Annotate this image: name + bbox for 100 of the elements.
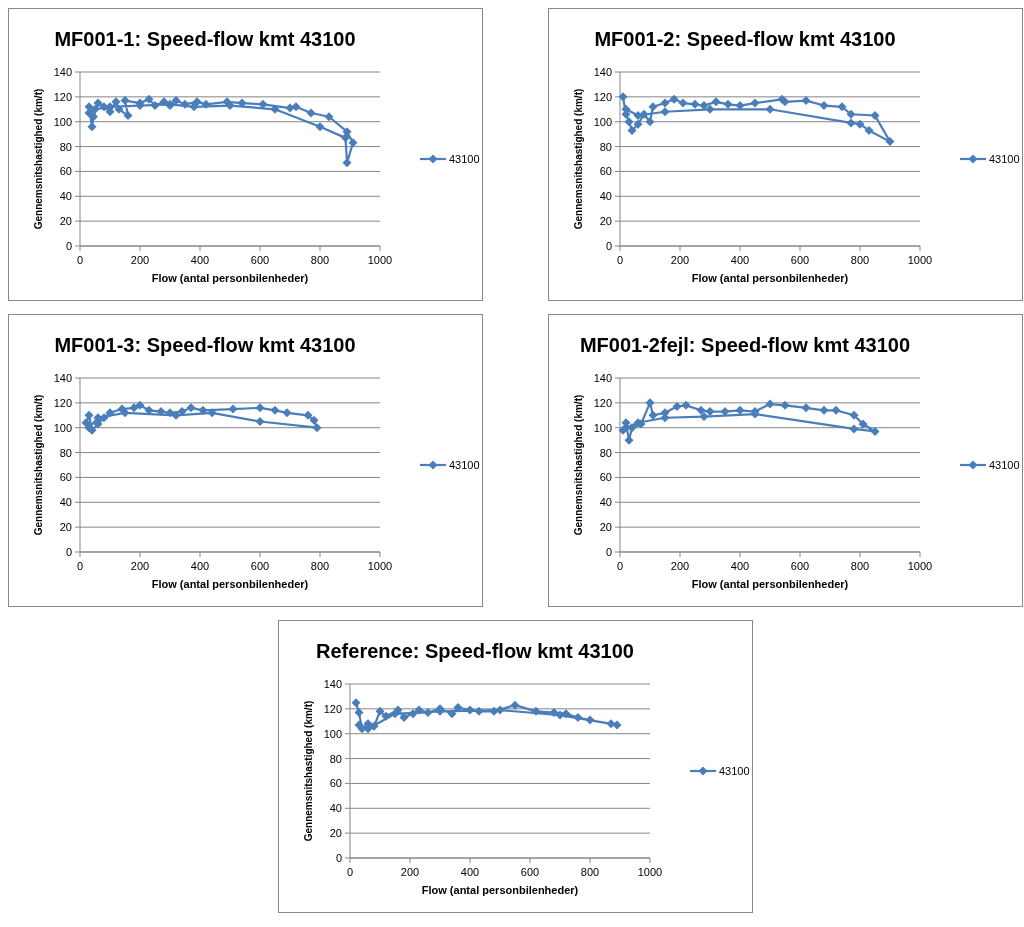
- point: [612, 720, 622, 730]
- x-tick-label: 800: [310, 254, 330, 266]
- chart-title: MF001-2: Speed-flow kmt 43100: [594, 28, 896, 50]
- y-tick-label: 20: [329, 827, 342, 840]
- point: [192, 97, 202, 107]
- point: [819, 405, 829, 415]
- point: [618, 92, 628, 102]
- y-tick-label: 60: [59, 471, 72, 484]
- x-tick-label: 400: [460, 866, 480, 878]
- point: [780, 400, 790, 410]
- point: [669, 94, 679, 104]
- point: [627, 125, 637, 135]
- point: [87, 122, 97, 132]
- point: [270, 104, 280, 114]
- x-tick-label: 1000: [907, 560, 933, 572]
- x-tick-label: 200: [400, 866, 420, 878]
- point: [660, 107, 670, 117]
- point: [375, 706, 385, 716]
- point: [705, 104, 715, 114]
- x-tick-label: 0: [346, 866, 354, 878]
- x-axis-title: Flow (antal personbilenheder): [691, 578, 849, 590]
- point: [90, 104, 100, 114]
- y-tick-label: 0: [335, 852, 342, 864]
- point: [765, 399, 775, 409]
- point: [324, 112, 334, 122]
- point: [255, 417, 265, 426]
- point: [849, 410, 859, 420]
- y-tick-label: 20: [599, 521, 612, 534]
- point: [735, 405, 745, 415]
- x-axis-title: Flow (antal personbilenheder): [691, 272, 849, 284]
- point: [81, 418, 91, 428]
- x-tick-label: 200: [130, 560, 150, 572]
- y-tick-label: 0: [65, 240, 72, 252]
- point: [135, 400, 145, 410]
- y-tick-label: 140: [593, 66, 612, 78]
- y-tick-label: 140: [53, 372, 72, 384]
- y-tick-label: 100: [53, 115, 72, 128]
- point: [306, 108, 316, 118]
- point: [858, 419, 868, 429]
- point: [660, 98, 670, 108]
- y-tick-label: 40: [59, 496, 72, 509]
- point: [156, 407, 166, 417]
- point: [341, 133, 350, 143]
- point: [864, 125, 874, 135]
- point: [312, 423, 322, 433]
- y-tick-label: 80: [59, 446, 72, 459]
- y-tick-label: 20: [599, 215, 612, 228]
- x-tick-label: 600: [520, 866, 540, 878]
- point: [678, 98, 688, 108]
- point: [159, 97, 169, 107]
- y-tick-label: 80: [59, 140, 72, 153]
- point: [303, 410, 313, 420]
- point: [84, 410, 94, 420]
- point: [399, 713, 409, 723]
- y-tick-label: 60: [59, 165, 72, 178]
- y-tick-label: 60: [599, 165, 612, 178]
- y-tick-label: 0: [605, 546, 612, 558]
- point: [165, 408, 175, 418]
- point: [189, 102, 199, 112]
- point: [258, 99, 268, 109]
- point: [105, 408, 115, 418]
- x-tick-label: 0: [616, 560, 624, 572]
- x-tick-label: 800: [310, 560, 330, 572]
- point: [870, 426, 880, 436]
- chart-title: MF001-2fejl: Speed-flow kmt 43100: [579, 334, 911, 356]
- point: [645, 117, 655, 127]
- point: [423, 708, 433, 718]
- y-tick-label: 140: [593, 372, 612, 384]
- y-axis-title: Gennemsnitshastighed (km/t): [573, 394, 584, 536]
- legend-label: 43100: [449, 459, 480, 471]
- y-tick-label: 120: [53, 396, 72, 409]
- x-tick-label: 0: [76, 560, 84, 572]
- x-tick-label: 0: [76, 254, 84, 266]
- x-axis-title: Flow (antal personbilenheder): [151, 272, 309, 284]
- point: [348, 138, 358, 148]
- x-tick-label: 1000: [637, 866, 663, 878]
- point: [228, 404, 238, 414]
- point: [846, 118, 856, 128]
- x-tick-label: 0: [616, 254, 624, 266]
- x-tick-label: 200: [130, 254, 150, 266]
- y-tick-label: 40: [599, 496, 612, 509]
- point: [120, 408, 130, 418]
- point: [120, 96, 130, 106]
- point: [819, 101, 829, 111]
- x-axis-title: Flow (antal personbilenheder): [151, 578, 309, 590]
- point: [648, 410, 658, 420]
- y-tick-label: 60: [599, 471, 612, 484]
- x-tick-label: 600: [250, 254, 270, 266]
- point: [573, 713, 583, 723]
- chart-title: MF001-3: Speed-flow kmt 43100: [54, 334, 356, 356]
- x-tick-label: 1000: [907, 254, 933, 266]
- point: [648, 102, 658, 112]
- point: [309, 415, 319, 425]
- point: [369, 721, 379, 731]
- point: [837, 102, 847, 112]
- point: [711, 97, 721, 107]
- point: [801, 403, 811, 413]
- x-tick-label: 600: [790, 560, 810, 572]
- x-axis-title: Flow (antal personbilenheder): [421, 884, 579, 896]
- x-tick-label: 400: [190, 560, 210, 572]
